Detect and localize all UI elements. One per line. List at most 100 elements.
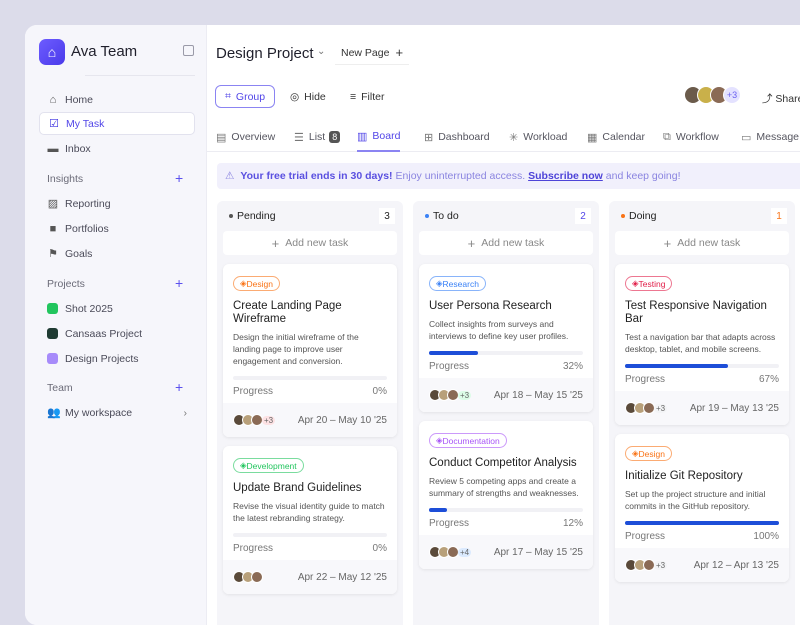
tab-workflow[interactable]: ⧉ Workflow [663,122,719,152]
tag-badge: ◈ Testing [625,276,673,291]
tag-icon: ◈ [632,448,639,458]
task-card[interactable]: ◈ Research User Persona Research Collect i… [419,264,593,412]
status-dot [621,214,625,218]
progress-bar [429,351,583,355]
sidebar-item-label: My workspace [65,406,133,419]
tag-icon: ◈ [632,278,639,288]
column-pending: Pending 3 + Add new task ◈ Design Create Land… [217,201,403,625]
tab-label: Dashboard [438,131,490,143]
sidebar-item-my-workspace[interactable]: 👥 My workspace › [39,401,195,424]
tag-label: Design [246,278,274,289]
sidebar-item-reporting[interactable]: ▨ Reporting [39,192,195,215]
filter-button[interactable]: ≡ Filter [341,85,393,108]
progress-value: 0% [372,543,387,554]
task-card[interactable]: ◈ Documentation Conduct Competitor Analys… [419,421,593,569]
inbox-icon: ▬ [47,142,59,155]
status-dot [229,214,233,218]
sidebar-item-label: Design Projects [65,352,139,365]
task-card[interactable]: ◈ Design Initialize Git Repository Set up … [615,434,789,582]
sidebar-item-inbox[interactable]: ▬ Inbox [39,137,195,160]
add-task-label: Add new task [481,237,545,249]
banner-tail: and keep going! [605,170,681,182]
count-badge: 8 [329,131,341,143]
sidebar-item-label: My Task [66,117,105,130]
add-project-button[interactable]: + [175,275,184,291]
progress-value: 100% [753,531,779,542]
group-button[interactable]: ⌗ Group [215,85,276,108]
add-insight-button[interactable]: + [175,170,184,186]
sidebar-item-goals[interactable]: ⚑ Goals [39,242,195,265]
task-card[interactable]: ◈ Development Update Brand Guidelines Revi… [223,446,397,594]
tag-badge: ◈ Design [233,276,281,291]
add-team-button[interactable]: + [175,379,184,395]
new-page-button[interactable]: New Page + [335,41,410,65]
tab-workload[interactable]: ✳ Workload [509,122,567,152]
card-title: Initialize Git Repository [625,470,743,482]
app-window: ⌂ Ava Team ⌂ Home ☑ My Task ▬ Inbox Insight… [25,25,800,625]
warning-icon: ⚠ [225,170,235,182]
progress-fill [429,508,448,512]
chevron-down-icon[interactable]: ⌄ [317,46,326,57]
tab-board[interactable]: ▥ Board [357,122,401,152]
trial-banner: ⚠ Your free trial ends in 30 days! Enjoy… [217,163,800,189]
task-card[interactable]: ◈ Design Create Landing Page Wireframe Des… [223,264,397,437]
sidebar-item-home[interactable]: ⌂ Home [39,88,195,111]
date-range: Apr 18 – May 15 '25 [493,389,583,401]
subscribe-link[interactable]: Subscribe now [528,170,603,182]
project-icon [47,303,58,314]
card-title: Test Responsive Navigation Bar [625,300,767,325]
banner-strong: Your free trial ends in 30 days! [240,170,393,182]
sidebar-item-design-projects[interactable]: Design Projects [39,347,195,370]
column-doing: Doing 1 + Add new task ◈ Testing Test Respons… [609,201,795,625]
add-task-button[interactable]: + Add new task [615,231,789,255]
add-task-button[interactable]: + Add new task [223,231,397,255]
progress-label: Progress [429,518,470,529]
tab-label: Board [372,130,401,142]
card-body: ◈ Design Create Landing Page Wireframe Des… [223,264,397,403]
task-icon: ☑ [49,117,59,130]
tab-message[interactable]: ▭ Message [741,122,799,152]
progress-row: Progress 67% [625,374,779,385]
plus-icon: + [395,45,404,60]
sidebar-toggle-icon[interactable] [183,45,194,56]
tag-badge: ◈ Design [625,446,673,461]
tag-badge: ◈ Research [429,276,486,291]
banner-text: Enjoy uninterrupted access. [395,170,526,182]
add-task-button[interactable]: + Add new task [419,231,593,255]
view-tabs: ▤ Overview ☰ List 8 ▥ Board ⊞ Dashboard ✳ Workload… [207,122,800,152]
tab-label: List [308,131,326,143]
sidebar-item-portfolios[interactable]: ■ Portfolios [39,217,195,240]
tab-overview[interactable]: ▤ Overview [216,122,275,152]
progress-value: 32% [562,361,583,372]
card-body: ◈ Development Update Brand Guidelines Revi… [223,446,397,560]
column-title: Pending [237,210,276,222]
eye-off-icon: ◎ [290,90,300,103]
share-icon: ⤴ [762,93,776,105]
member-avatars[interactable]: +3 [684,86,741,104]
team-name: Ava Team [71,43,138,60]
team-logo: ⌂ [39,39,65,65]
date-range: Apr 19 – May 13 '25 [689,402,779,414]
task-card[interactable]: ◈ Testing Test Responsive Navigation Bar T… [615,264,789,425]
card-description: Review 5 competing apps and create a sum… [429,476,579,498]
sidebar-item-shot-2025[interactable]: Shot 2025 [39,297,195,320]
tab-dashboard[interactable]: ⊞ Dashboard [424,122,490,152]
more-assignees: +3 [654,403,668,413]
progress-bar [233,533,387,537]
sidebar-item-my-task[interactable]: ☑ My Task [39,112,195,135]
tag-icon: ◈ [240,278,247,288]
tab-calendar[interactable]: ▦ Calendar [587,122,645,152]
hide-button[interactable]: ◎ Hide [281,85,335,108]
flag-icon: ⚑ [48,247,58,260]
tag-icon: ◈ [436,435,443,445]
sidebar-item-label: Shot 2025 [65,302,113,315]
card-body: ◈ Testing Test Responsive Navigation Bar T… [615,264,789,391]
tab-label: Overview [231,131,276,143]
tab-list[interactable]: ☰ List 8 [294,122,341,152]
filter-label: Filter [361,90,385,103]
share-button[interactable]: ⤴ Share [762,91,800,106]
sidebar-item-cansaas[interactable]: Cansaas Project [39,322,195,345]
column-header: Pending 3 [217,201,403,231]
card-footer: Apr 22 – May 12 '25 [223,560,397,594]
sidebar: ⌂ Ava Team ⌂ Home ☑ My Task ▬ Inbox Insight… [25,25,207,625]
